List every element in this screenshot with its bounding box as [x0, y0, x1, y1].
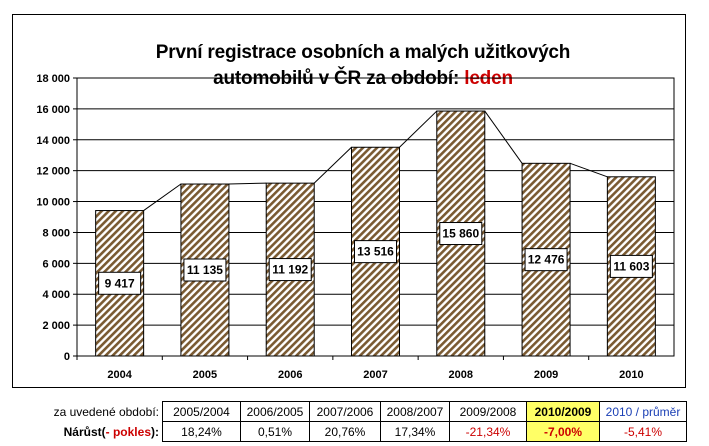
growth-label-suffix: ):: [151, 424, 159, 439]
value-label-2008: 15 860: [439, 222, 483, 246]
value-label-2004: 9 417: [98, 271, 142, 295]
svg-text:9 417: 9 417: [105, 276, 135, 290]
x-tick-label-2008: 2008: [449, 369, 473, 381]
y-tick-label: 8 000: [42, 227, 70, 239]
x-tick-label-2009: 2009: [534, 369, 558, 381]
y-tick-label: 4 000: [42, 289, 70, 301]
growth-header-row: za uvedené období: 2005/2004 2006/2005 2…: [1, 401, 687, 422]
value-label-2009: 12 476: [524, 248, 568, 272]
growth-period-2008-2007: 2008/2007: [380, 401, 450, 422]
growth-period-2009-2008: 2009/2008: [449, 401, 527, 422]
x-tick-label-2004: 2004: [107, 369, 132, 381]
growth-value-2007-2006: 20,76%: [309, 421, 381, 442]
growth-period-2007-2006: 2007/2006: [309, 401, 381, 422]
y-tick-label: 10 000: [36, 197, 70, 209]
bar-chart: 0 2 000 4 000 6 000 8 000 10 000 12 000 14 000 1…: [36, 73, 675, 381]
connector-line: [484, 110, 523, 164]
growth-value-2008-2007: 17,34%: [380, 421, 450, 442]
growth-period-2010-2009: 2010/2009: [526, 401, 600, 422]
growth-label-prefix: Nárůst(: [63, 424, 106, 439]
growth-value-2010-2009: -7,00%: [526, 421, 600, 442]
y-tick-label: 6 000: [42, 258, 70, 270]
connector-line: [143, 183, 182, 211]
growth-value-2010-average: -5,41%: [599, 421, 687, 442]
growth-period-label: za uvedené období:: [53, 404, 159, 419]
value-label-2010: 11 603: [609, 254, 653, 278]
growth-period-2005-2004: 2005/2004: [162, 401, 241, 422]
svg-text:11 603: 11 603: [613, 259, 649, 273]
connector-line: [313, 146, 352, 184]
growth-value-label: Nárůst(- pokles):: [1, 422, 163, 442]
x-tick-label-2007: 2007: [363, 369, 387, 381]
growth-period-2010-average: 2010 / průměr: [599, 401, 687, 422]
value-label-2006: 11 192: [268, 258, 312, 282]
chart-title-line1: První registrace osobních a malých užitk…: [155, 42, 571, 63]
x-tick-label-2006: 2006: [278, 369, 302, 381]
x-tick-label-2010: 2010: [619, 369, 643, 381]
y-tick-label: 0: [64, 351, 70, 363]
y-tick-label: 18 000: [36, 73, 70, 85]
connector-line: [399, 110, 438, 148]
growth-period-2006-2005: 2006/2005: [240, 401, 310, 422]
growth-value-row: Nárůst(- pokles): 18,24% 0,51% 20,76% 17…: [1, 421, 687, 442]
value-label-2005: 11 135: [183, 258, 227, 282]
connector-line: [569, 162, 608, 178]
y-tick-label: 14 000: [36, 135, 70, 147]
chart-frame: První registrace osobních a malých užitk…: [12, 14, 686, 388]
growth-value-2009-2008: -21,34%: [449, 421, 527, 442]
y-tick-label: 16 000: [36, 104, 70, 116]
svg-text:11 135: 11 135: [187, 263, 223, 277]
y-tick-label: 12 000: [36, 166, 70, 178]
x-tick-label-2005: 2005: [193, 369, 217, 381]
connector-line: [228, 182, 267, 185]
svg-text:12 476: 12 476: [528, 253, 565, 267]
growth-value-2006-2005: 0,51%: [240, 421, 310, 442]
growth-value-2005-2004: 18,24%: [162, 421, 241, 442]
growth-label-decline: - pokles: [105, 424, 151, 439]
svg-text:11 192: 11 192: [272, 263, 308, 277]
value-label-2007: 13 516: [354, 240, 397, 264]
svg-text:13 516: 13 516: [357, 245, 394, 259]
growth-table: za uvedené období: 2005/2004 2006/2005 2…: [1, 401, 687, 442]
y-tick-label: 2 000: [42, 320, 70, 332]
svg-text:15 860: 15 860: [442, 227, 479, 241]
